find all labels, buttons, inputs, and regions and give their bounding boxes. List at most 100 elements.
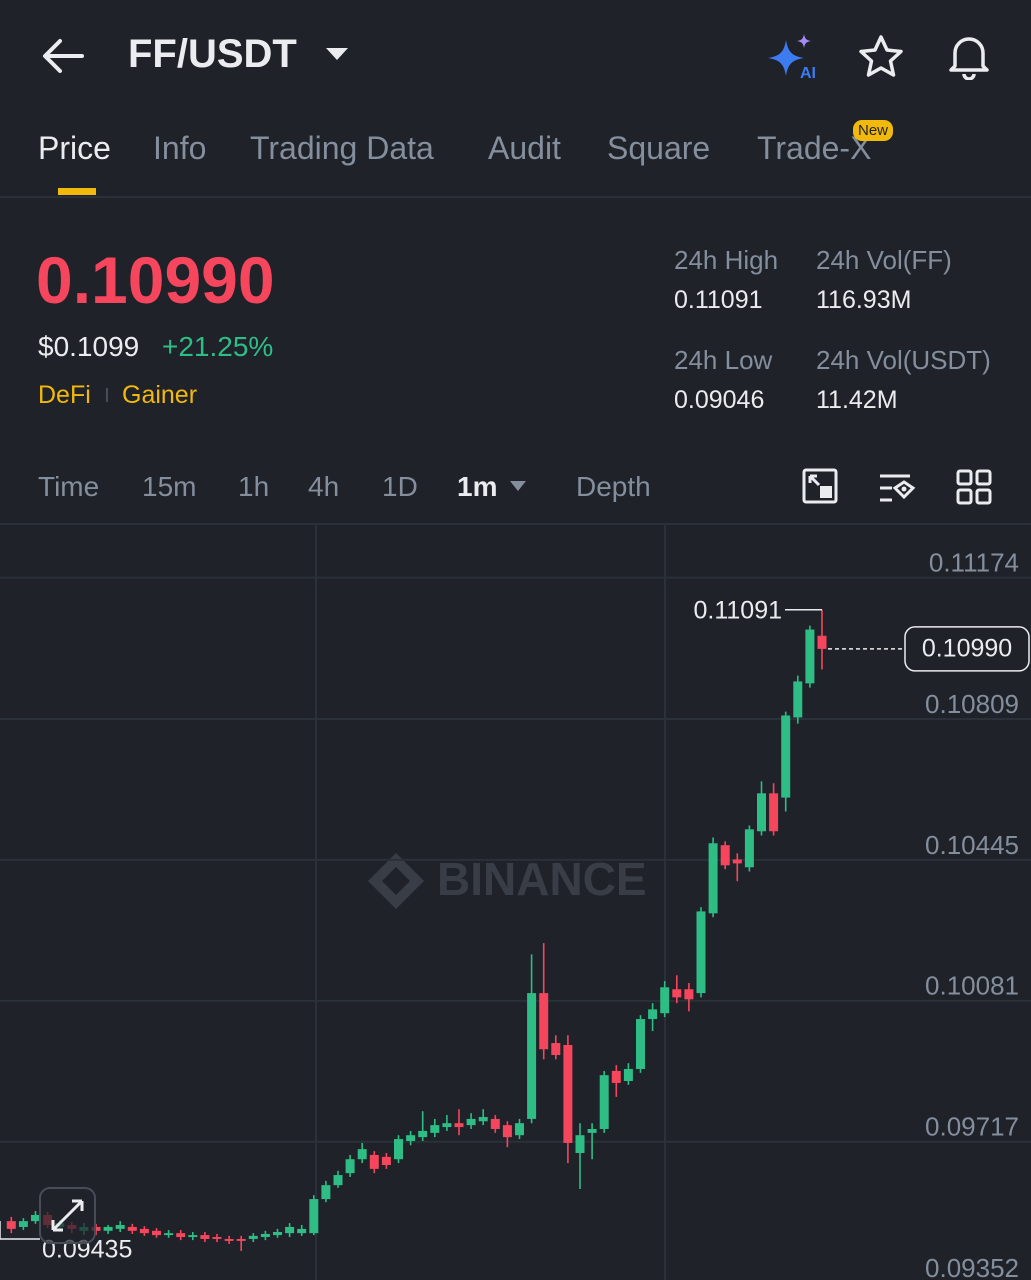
- candle-body: [103, 1226, 113, 1231]
- stat-label: 24h Vol(FF): [816, 245, 952, 275]
- candle-body: [309, 1199, 319, 1234]
- candle-body: [781, 715, 791, 798]
- timeframe[interactable]: 15m: [142, 471, 197, 502]
- candle-body: [660, 987, 670, 1014]
- active-tab-indicator: [58, 188, 96, 195]
- timeframe[interactable]: Depth: [576, 471, 651, 502]
- candle-body: [490, 1118, 500, 1129]
- candle-body: [563, 1044, 573, 1143]
- candle-body: [587, 1129, 597, 1133]
- candle-body: [527, 993, 537, 1119]
- candle-body: [127, 1226, 137, 1231]
- new-badge: New: [853, 120, 894, 141]
- candle-body: [575, 1135, 585, 1154]
- candle-body: [817, 635, 827, 649]
- candle-body: [369, 1154, 379, 1169]
- candle-body: [454, 1123, 464, 1128]
- candle-body: [394, 1139, 403, 1160]
- candle-body: [720, 845, 730, 866]
- tag-separator: [106, 388, 108, 402]
- candle-body: [769, 793, 779, 832]
- pair-title[interactable]: FF/USDT: [128, 32, 297, 76]
- candle-body: [732, 859, 742, 864]
- candle-body: [164, 1233, 174, 1236]
- timeframe[interactable]: 4h: [308, 471, 340, 502]
- candle-body: [757, 793, 766, 832]
- candle-body: [539, 993, 549, 1050]
- tab[interactable]: Trading Data: [250, 130, 434, 166]
- timeframe[interactable]: 1m: [457, 471, 498, 502]
- alert-button[interactable]: [946, 32, 992, 80]
- candle-body: [115, 1225, 125, 1229]
- candle-body: [152, 1230, 161, 1236]
- candle-body: [502, 1125, 512, 1138]
- candle-body: [139, 1228, 149, 1234]
- timeframe[interactable]: 1D: [382, 471, 418, 502]
- last-price-label: 0.10990: [922, 635, 1012, 663]
- candle-body: [515, 1123, 524, 1136]
- candle-body: [18, 1221, 28, 1227]
- candle-body: [381, 1156, 391, 1166]
- ai-icon[interactable]: AI: [766, 32, 822, 82]
- stat-value: 116.93M: [816, 286, 912, 314]
- candle-body: [466, 1118, 476, 1126]
- stat-label: 24h Vol(USDT): [816, 345, 991, 375]
- candle-body: [418, 1130, 428, 1138]
- timeframe[interactable]: Time: [38, 471, 100, 502]
- tab[interactable]: Square: [607, 130, 711, 166]
- candle-body: [248, 1235, 258, 1239]
- candle-body: [623, 1068, 633, 1081]
- tag[interactable]: DeFi: [38, 381, 91, 409]
- candle-body: [321, 1185, 331, 1200]
- back-button[interactable]: [40, 36, 86, 76]
- tab[interactable]: Price: [38, 130, 111, 166]
- candle-body: [430, 1125, 440, 1133]
- candle-body: [805, 629, 815, 684]
- candle-body: [672, 989, 682, 998]
- candle-body: [285, 1226, 295, 1234]
- last-price-box: [904, 626, 1030, 672]
- candle-body: [357, 1149, 367, 1160]
- y-tick-label: 0.09352: [925, 1253, 1019, 1280]
- stat-value: 11.42M: [816, 386, 898, 414]
- candle-body: [224, 1238, 234, 1241]
- chart-tool-icon[interactable]: [802, 468, 840, 506]
- indicator-icon[interactable]: [878, 470, 918, 506]
- candle-body: [273, 1231, 282, 1236]
- watermark-text: BINANCE: [437, 853, 647, 905]
- candle-body: [200, 1235, 210, 1239]
- timeframe[interactable]: 1h: [238, 471, 270, 502]
- candle-body: [793, 681, 803, 718]
- fullscreen-icon[interactable]: [51, 1199, 84, 1232]
- pair-caret[interactable]: [324, 46, 350, 62]
- candle-body: [406, 1135, 416, 1142]
- price-change: +21.25%: [162, 331, 274, 362]
- last-price: 0.10990: [36, 243, 275, 317]
- candle-body: [551, 1043, 561, 1056]
- candle-body: [684, 989, 694, 1000]
- favorite-button[interactable]: [858, 34, 904, 78]
- candle-body: [599, 1075, 609, 1129]
- candle-body: [648, 1009, 658, 1020]
- stat-value: 0.11091: [674, 286, 763, 314]
- y-tick-label: 0.09717: [925, 1112, 1019, 1142]
- tab[interactable]: Info: [153, 130, 207, 166]
- candle-body: [478, 1116, 488, 1122]
- candle-body: [345, 1159, 355, 1174]
- tab[interactable]: Trade-X: [757, 130, 872, 166]
- candle-body: [297, 1228, 307, 1234]
- candle-body: [212, 1237, 222, 1239]
- candle-body: [260, 1233, 270, 1238]
- stat-label: 24h High: [674, 245, 779, 275]
- high-marker-label: 0.11091: [693, 596, 782, 624]
- candle-body: [236, 1238, 246, 1241]
- candle-body: [176, 1233, 186, 1238]
- stat-value: 0.09046: [674, 386, 765, 414]
- divider: [0, 523, 1031, 525]
- candle-body: [6, 1221, 16, 1229]
- tag[interactable]: Gainer: [122, 381, 198, 409]
- timeframe-caret[interactable]: [509, 480, 527, 492]
- layout-icon[interactable]: [956, 469, 994, 507]
- candle-body: [188, 1235, 198, 1238]
- tab[interactable]: Audit: [488, 130, 561, 166]
